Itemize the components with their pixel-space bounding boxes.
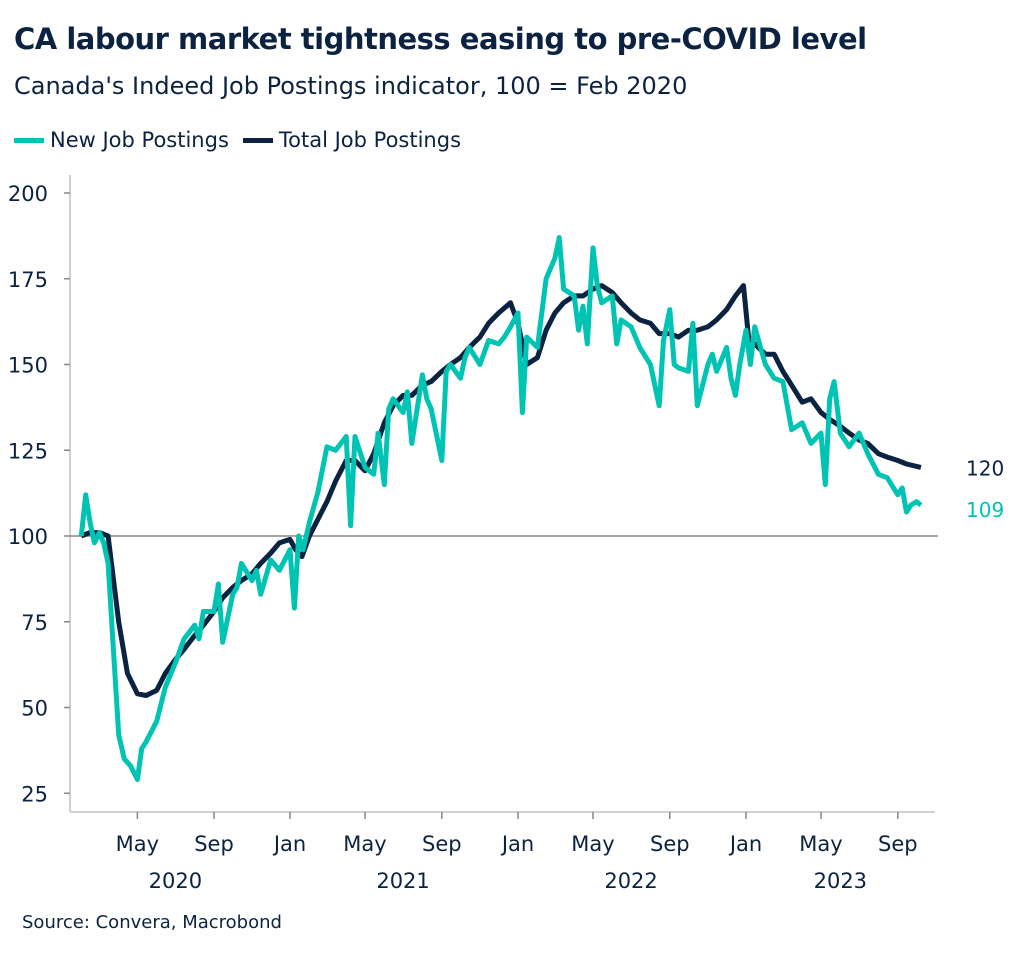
y-tick-label: 50 xyxy=(21,697,48,721)
x-tick-label: Jan xyxy=(500,832,534,856)
legend-item-total: Total Job Postings xyxy=(242,128,462,152)
x-year-label: 2023 xyxy=(814,869,867,893)
y-tick-label: 175 xyxy=(8,268,48,292)
source-note: Source: Convera, Macrobond xyxy=(22,912,282,933)
legend-label-total: Total Job Postings xyxy=(278,128,462,152)
x-year-label: 2021 xyxy=(376,869,429,893)
end-label-new: 109 xyxy=(966,498,1004,522)
x-tick-label: Jan xyxy=(272,832,306,856)
legend: New Job Postings Total Job Postings xyxy=(14,128,461,152)
legend-label-new: New Job Postings xyxy=(50,128,229,152)
series-line-total-job-postings xyxy=(80,283,922,698)
x-tick-label: May xyxy=(571,832,614,856)
legend-swatch-new xyxy=(14,137,44,143)
series-line-new-job-postings xyxy=(78,235,923,782)
y-tick-label: 25 xyxy=(21,782,48,806)
x-tick-label: May xyxy=(116,832,159,856)
y-tick-label: 75 xyxy=(21,611,48,635)
end-label-total: 120 xyxy=(966,456,1004,480)
x-tick-label: Sep xyxy=(194,832,234,856)
x-year-label: 2022 xyxy=(604,869,657,893)
x-tick-label: Sep xyxy=(650,832,690,856)
x-tick-label: Sep xyxy=(878,832,918,856)
y-tick-label: 150 xyxy=(8,354,48,378)
y-tick-label: 100 xyxy=(8,525,48,549)
chart-subtitle: Canada's Indeed Job Postings indicator, … xyxy=(14,72,688,100)
y-tick-label: 125 xyxy=(8,439,48,463)
x-tick-label: Jan xyxy=(728,832,762,856)
x-tick-label: May xyxy=(343,832,386,856)
y-tick-label: 200 xyxy=(8,182,48,206)
legend-item-new: New Job Postings xyxy=(14,128,229,152)
x-year-label: 2020 xyxy=(149,869,202,893)
legend-swatch-total xyxy=(242,137,273,143)
x-tick-label: Sep xyxy=(422,832,462,856)
x-tick-label: May xyxy=(799,832,842,856)
chart-title: CA labour market tightness easing to pre… xyxy=(14,22,867,56)
